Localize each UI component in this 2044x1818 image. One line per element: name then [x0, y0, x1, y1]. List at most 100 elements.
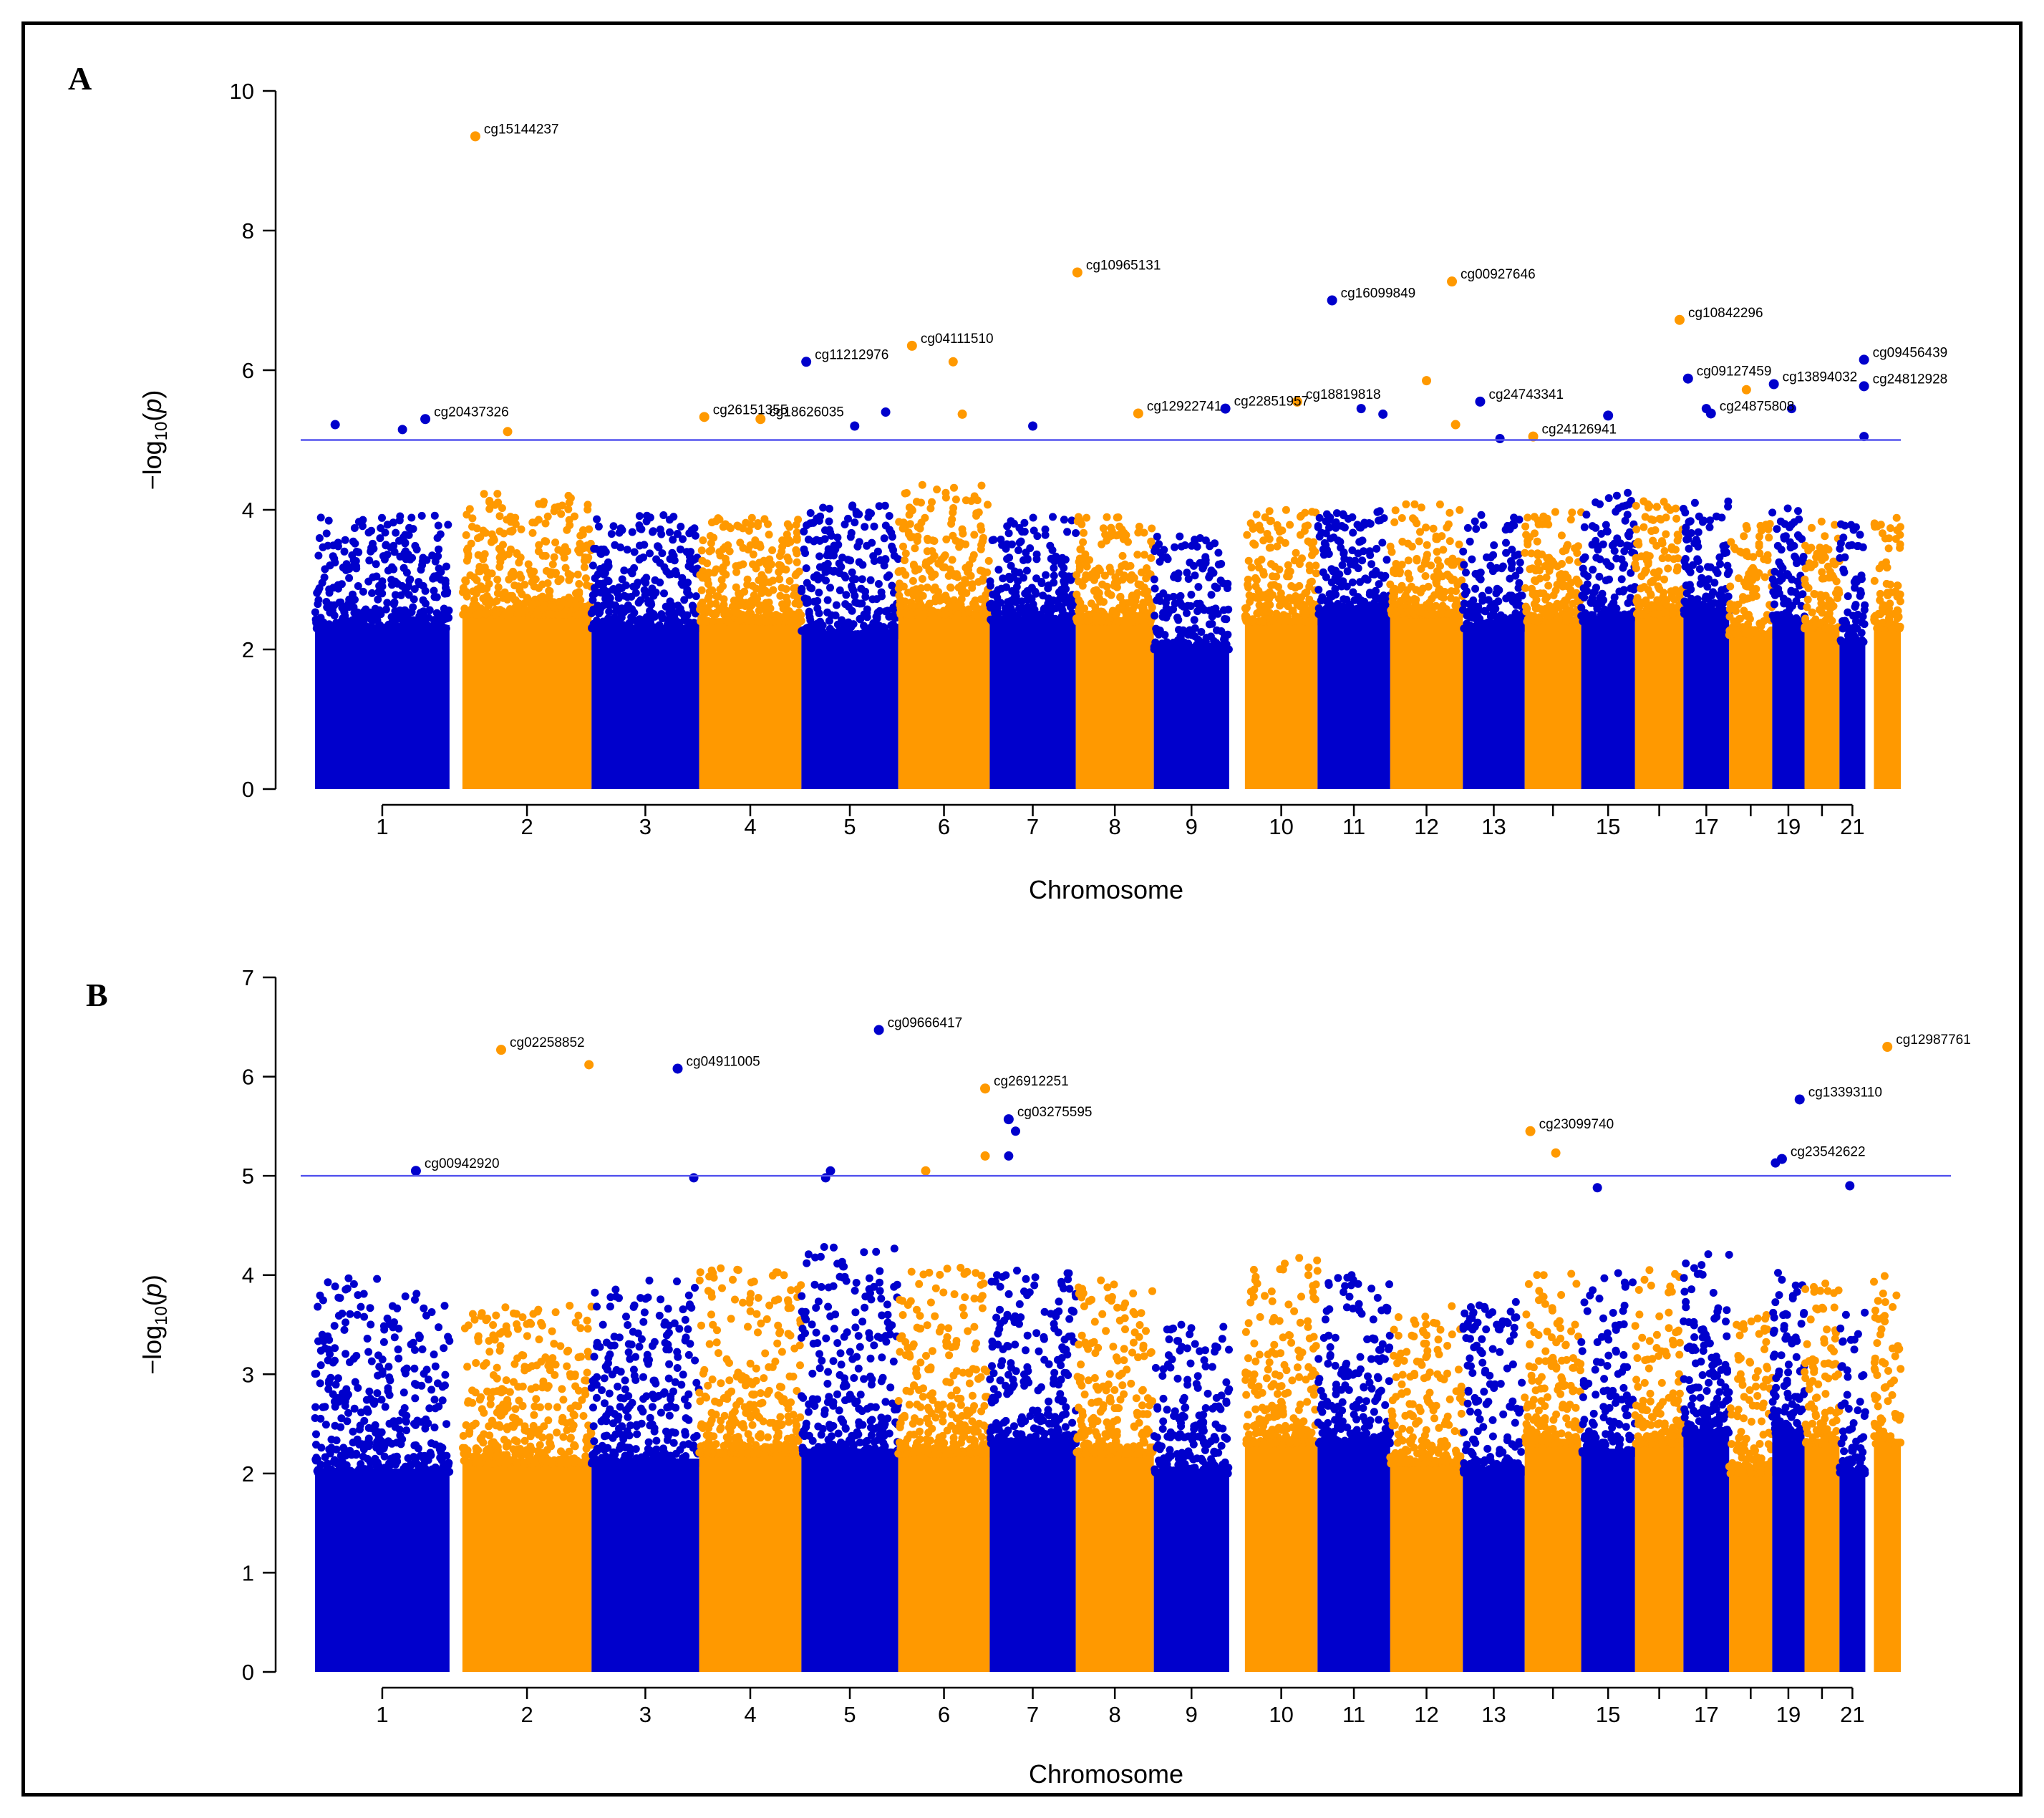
- point-chr-21: [1839, 565, 1848, 574]
- point-chr-1: [341, 624, 349, 633]
- point-chr-4: [732, 609, 740, 617]
- point-chr-20: [1821, 532, 1829, 541]
- point-chr-21: [1845, 628, 1854, 637]
- point-chr-1: [378, 582, 387, 591]
- point-chr-17: [1697, 574, 1706, 582]
- point-chr-3: [601, 569, 609, 577]
- point-chr-6: [913, 498, 921, 506]
- point-chr-18: [1730, 543, 1738, 552]
- point-chr-17: [1704, 608, 1713, 617]
- point-chr-4: [778, 543, 787, 551]
- point-chr-5: [881, 521, 890, 530]
- point-chr-2: [462, 592, 471, 601]
- point-chr-14: [1574, 542, 1582, 551]
- point-chr-13: [1481, 607, 1490, 616]
- point-chr-2: [560, 553, 568, 562]
- snp-label: cg18626035: [769, 405, 844, 420]
- point-chr-15: [1616, 539, 1624, 548]
- point-chr-1: [424, 623, 432, 632]
- x-tick-label: 2: [520, 814, 533, 839]
- point-chr-4: [699, 536, 707, 545]
- point-chr-13: [1491, 605, 1500, 613]
- point-chr-21: [1836, 520, 1845, 528]
- point-chr-3: [605, 607, 614, 616]
- point-chr-5: [823, 596, 832, 604]
- point-chr-12: [1448, 575, 1456, 584]
- point-chr-16: [1667, 587, 1675, 596]
- point-chr-4: [716, 551, 725, 560]
- x-tick-label: 6: [938, 814, 950, 839]
- point-chr-3: [628, 528, 636, 536]
- point-chr-9: [1151, 543, 1160, 552]
- point-chr-2: [470, 596, 478, 604]
- point-chr-7: [988, 536, 997, 544]
- point-chr-6: [919, 591, 927, 600]
- snp-label: cg11212976: [815, 347, 888, 362]
- point-chr-17: [1690, 498, 1699, 507]
- point-chr-18: [1749, 553, 1758, 561]
- point-chr-9: [1190, 616, 1198, 624]
- point-chr-22: [1871, 523, 1879, 531]
- point-chr-13: [1462, 569, 1470, 577]
- point-chr-21: [1848, 541, 1856, 549]
- point-chr-4: [784, 535, 793, 543]
- point-chr-18: [1739, 596, 1748, 604]
- point-chr-2: [479, 594, 488, 603]
- point-chr-20: [1825, 609, 1834, 618]
- point-chr-13: [1491, 624, 1500, 633]
- point-chr-9: [1187, 591, 1196, 599]
- point-chr-21: [1849, 637, 1858, 646]
- point-chr-8: [1133, 616, 1141, 624]
- point-chr-7: [1044, 599, 1052, 608]
- snp-label: cg18819818: [1306, 387, 1381, 402]
- point-chr-8: [1142, 574, 1151, 583]
- point-highlight: [906, 340, 917, 351]
- point-chr-15: [1596, 500, 1604, 508]
- point-chr-6: [909, 561, 918, 569]
- point-chr-9: [1191, 571, 1199, 580]
- point-chr-5: [833, 620, 842, 629]
- point-chr-9: [1208, 612, 1216, 621]
- point-chr-1: [314, 551, 323, 560]
- point-chr-3: [618, 604, 626, 613]
- point-chr-10: [1265, 507, 1274, 516]
- point-chr-1: [442, 562, 450, 571]
- point-chr-21: [1857, 629, 1866, 637]
- point-chr-1: [359, 612, 367, 621]
- point-chr-22: [1884, 591, 1892, 599]
- point-chr-10: [1263, 530, 1272, 538]
- point-chr-4: [755, 606, 763, 615]
- point-chr-1: [407, 513, 416, 522]
- point-chr-1: [312, 624, 321, 633]
- point-chr-2: [561, 564, 570, 572]
- point-chr-2: [557, 610, 566, 619]
- point-chr-3: [677, 624, 685, 632]
- point-chr-2: [524, 560, 533, 569]
- point-chr-9: [1178, 601, 1186, 609]
- point-chr-1: [401, 586, 410, 595]
- point-chr-6: [946, 583, 954, 591]
- point-chr-3: [604, 562, 613, 571]
- point-chr-13: [1471, 570, 1480, 578]
- point-chr-11: [1375, 580, 1383, 589]
- point-chr-2: [528, 528, 537, 537]
- point-chr-18: [1748, 593, 1757, 601]
- point-chr-22: [1893, 614, 1902, 623]
- point-chr-14: [1568, 508, 1576, 517]
- point-chr-3: [692, 592, 700, 601]
- point-mass-chr-21: [1839, 639, 1866, 789]
- point-chr-8: [1139, 601, 1148, 609]
- point-chr-15: [1626, 617, 1634, 626]
- point-chr-5: [825, 566, 834, 575]
- point-chr-3: [590, 544, 599, 553]
- point-chr-6: [895, 518, 904, 526]
- point-chr-3: [611, 624, 620, 632]
- point-chr-1: [314, 596, 323, 604]
- point-chr-17: [1703, 582, 1712, 591]
- point-chr-3: [590, 584, 599, 592]
- point-chr-3: [589, 561, 597, 570]
- point-chr-4: [702, 617, 710, 626]
- point-chr-16: [1664, 564, 1672, 573]
- point-chr-4: [739, 524, 747, 533]
- point-chr-16: [1662, 600, 1670, 609]
